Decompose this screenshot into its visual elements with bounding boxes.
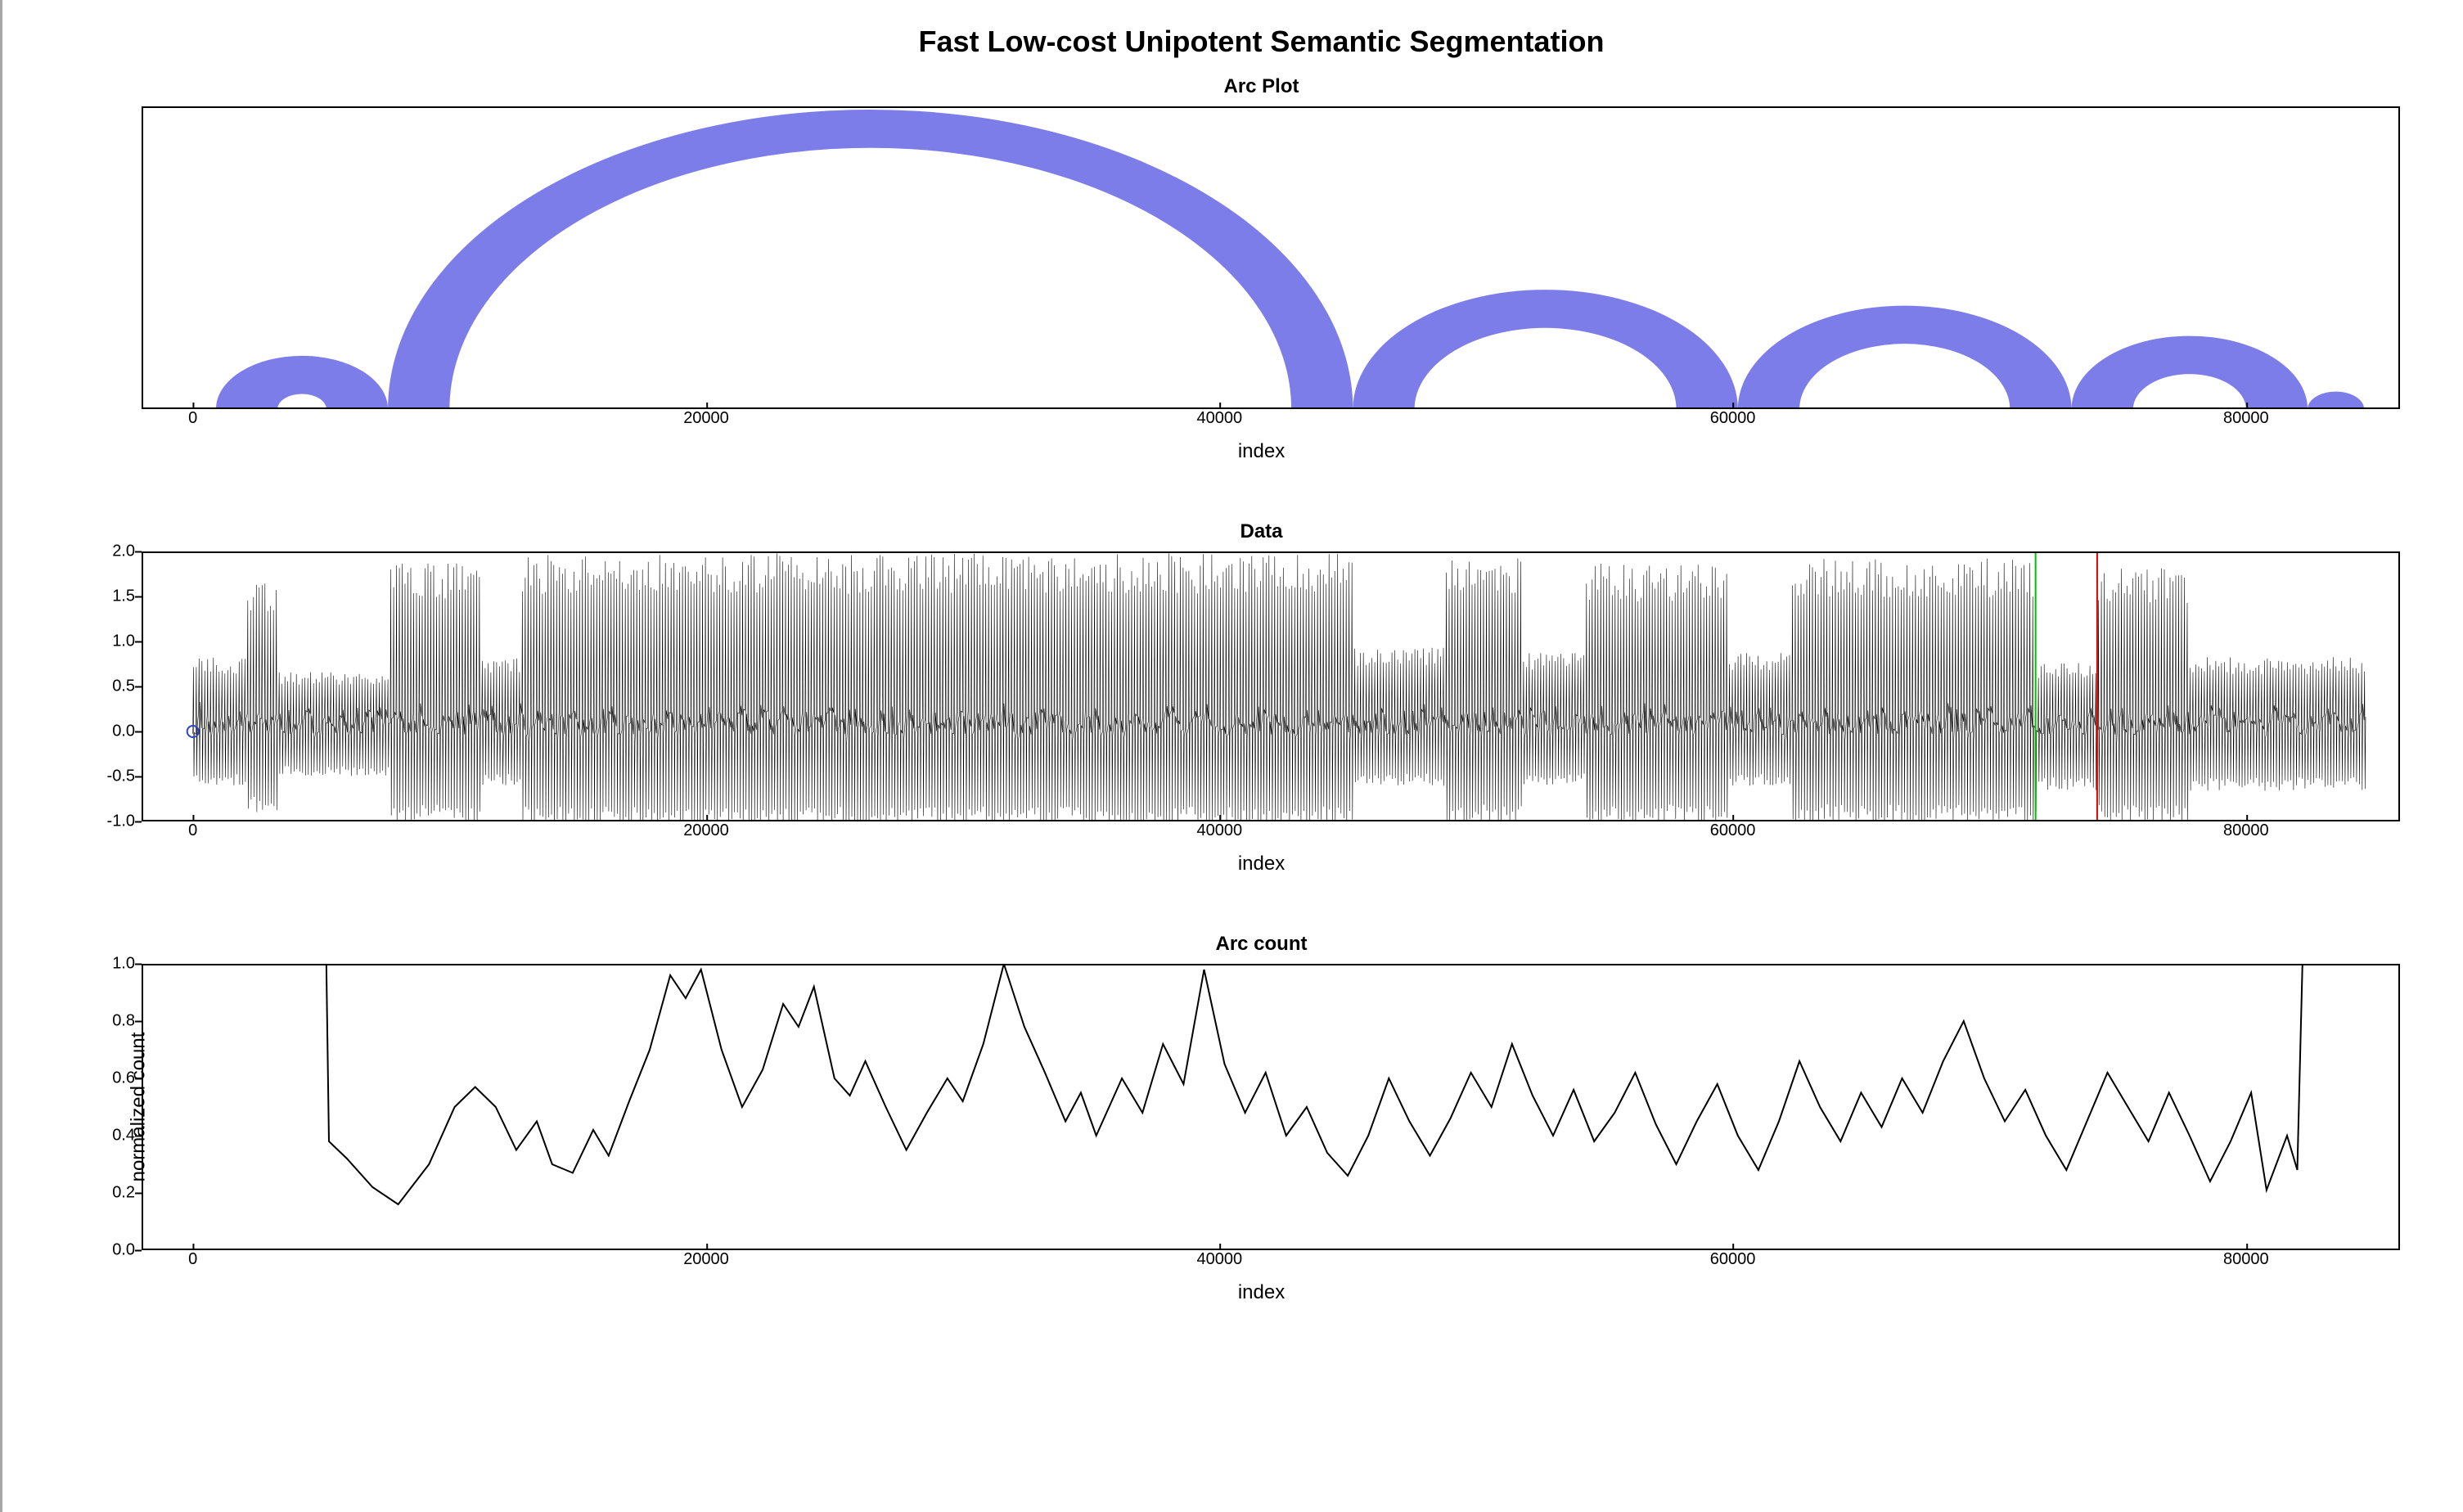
data-panel: Data 020000400006000080000 -1.0-0.50.00.… [92,520,2430,875]
data-panel-title: Data [92,520,2430,543]
arc-plot-svg [142,106,2400,409]
arccount-x-ticks: 020000400006000080000 [142,1250,2400,1278]
arccount-x-label: index [92,1281,2430,1304]
page-title: Fast Low-cost Unipotent Semantic Segment… [92,25,2430,59]
arc-x-ticks: 020000400006000080000 [142,409,2400,437]
data-y-ticks: -1.0-0.50.00.51.01.52.0 [92,551,142,821]
arc-panel-title: Arc Plot [92,75,2430,98]
data-plot-svg [142,551,2400,821]
arccount-plot-frame: normalized count 020000400006000080000 0… [142,964,2400,1250]
data-plot-frame: 020000400006000080000 -1.0-0.50.00.51.01… [142,551,2400,821]
arc-panel: Arc Plot 020000400006000080000 index [92,75,2430,463]
arccount-panel: Arc count normalized count 0200004000060… [92,933,2430,1304]
data-x-label: index [92,853,2430,875]
arccount-plot-svg [142,964,2400,1250]
page-root: Fast Low-cost Unipotent Semantic Segment… [0,0,2463,1512]
arc-x-label: index [92,440,2430,463]
data-x-ticks: 020000400006000080000 [142,821,2400,849]
arccount-panel-title: Arc count [92,933,2430,956]
arccount-y-ticks: 0.00.20.40.60.81.0 [92,964,142,1250]
arc-plot-frame: 020000400006000080000 [142,106,2400,409]
